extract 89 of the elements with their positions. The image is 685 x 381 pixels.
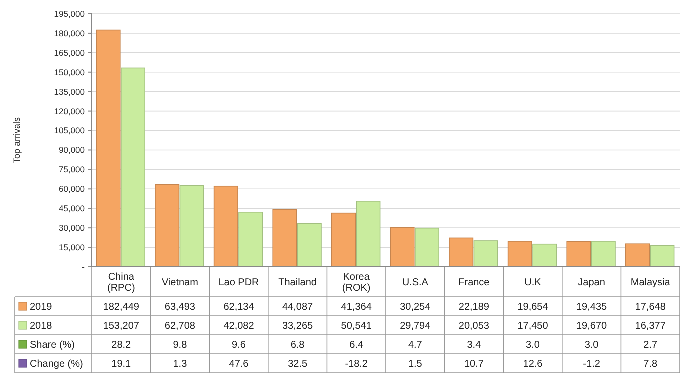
text: 3.0 [526, 340, 540, 351]
data-label: 30,254 [400, 302, 432, 313]
legend-label: 2019 [30, 302, 53, 313]
x-tick-label: Thailand [278, 278, 317, 288]
bar [155, 184, 180, 268]
bar [297, 223, 322, 268]
bar [415, 228, 440, 268]
data-label: 16,377 [635, 321, 666, 332]
text: 6.4 [350, 340, 364, 351]
bar [238, 212, 264, 268]
data-label: 17,648 [635, 302, 666, 313]
data-label: 44,087 [282, 302, 314, 313]
y-tick-label: 105,000 [54, 126, 86, 136]
legend-label: 2018 [30, 321, 53, 332]
bar [214, 186, 238, 268]
legend-label: Change (%) [30, 359, 84, 370]
y-tick-label: 180,000 [54, 28, 86, 38]
x-tick-label: Lao PDR [218, 278, 260, 288]
x-tick-label: Japan [578, 278, 606, 288]
x-tick-label: U.S.A [402, 278, 429, 288]
data-label: 42,082 [224, 321, 255, 332]
data-label: 50,541 [341, 321, 372, 332]
data-label: 182,449 [103, 302, 140, 313]
text: 10.7 [464, 359, 484, 370]
bar [96, 30, 121, 268]
bar [566, 241, 592, 268]
y-tick-label: 30,000 [59, 223, 86, 234]
text: 9.8 [173, 340, 188, 351]
data-label: 153,207 [103, 321, 140, 332]
legend-label: Share (%) [30, 340, 76, 351]
bar [449, 238, 474, 268]
y-tick-label: 165,000 [54, 48, 86, 58]
x-tick-label: Korea (ROK) [342, 272, 371, 294]
text: 3.0 [584, 340, 599, 351]
text: 7.8 [644, 359, 658, 370]
bar [626, 244, 650, 268]
bar [356, 201, 381, 268]
y-tick-label: 75,000 [59, 164, 86, 175]
data-label: 20,053 [458, 321, 490, 332]
data-label: 29,794 [400, 321, 432, 332]
bar [272, 209, 298, 268]
x-tick-label: China (RPC) [108, 272, 136, 294]
bar [332, 212, 356, 268]
text: 32.5 [288, 359, 308, 370]
bar [532, 244, 558, 268]
bar [474, 240, 498, 268]
y-tick-label: 150,000 [54, 67, 86, 78]
bar [180, 185, 204, 268]
text: 12.6 [523, 359, 543, 370]
text: 9.6 [232, 340, 246, 351]
y-tick-label: 135,000 [54, 86, 86, 97]
text: 47.6 [229, 359, 249, 370]
text: 2.7 [644, 340, 658, 351]
data-label: 33,265 [282, 321, 314, 332]
x-tick-label: France [458, 278, 490, 288]
y-tick-label: 90,000 [59, 145, 86, 156]
y-tick-label: 15,000 [59, 242, 86, 253]
text: 19.1 [112, 359, 132, 370]
data-label: 63,493 [164, 302, 196, 313]
bar [390, 227, 415, 268]
data-label: 62,134 [224, 302, 255, 313]
text: -18.2 [345, 359, 368, 370]
text: 3.4 [467, 340, 482, 351]
y-tick-label: - [82, 262, 86, 272]
text: 1.5 [408, 359, 422, 370]
data-label: 62,708 [164, 321, 196, 332]
y-axis-title: Top arrivals [12, 116, 22, 164]
text: 1.3 [173, 359, 188, 370]
data-label: 19,654 [518, 302, 549, 313]
bar [591, 241, 616, 268]
text: 6.8 [290, 340, 305, 351]
x-tick-label: U.K [524, 278, 542, 288]
bar [650, 245, 675, 268]
text: -1.2 [583, 359, 600, 370]
y-tick-label: 120,000 [54, 106, 86, 116]
bar [508, 241, 532, 268]
data-label: 19,435 [576, 302, 608, 313]
data-label: 17,450 [518, 321, 549, 332]
data-label: 41,364 [341, 302, 372, 313]
y-tick-label: 60,000 [59, 184, 86, 194]
text: 4.7 [408, 340, 422, 351]
data-label: 19,670 [576, 321, 608, 332]
y-tick-label: 195,000 [54, 8, 86, 19]
text: 28.2 [112, 340, 132, 351]
x-tick-label: Malaysia [630, 278, 671, 288]
y-tick-label: 45,000 [59, 204, 86, 214]
x-tick-label: Vietnam [162, 278, 198, 288]
bar [121, 68, 146, 268]
data-label: 22,189 [458, 302, 490, 313]
